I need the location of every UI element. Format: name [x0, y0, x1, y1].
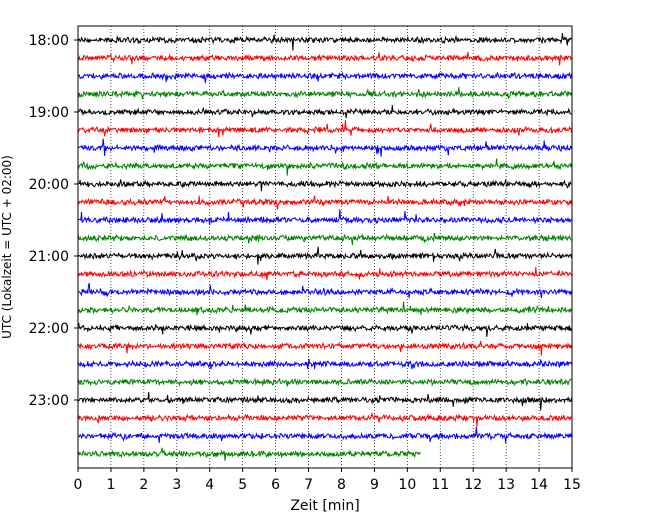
- trace-1900: [77, 105, 572, 119]
- trace-1915: [77, 120, 572, 138]
- x-axis-label: Zeit [min]: [290, 498, 359, 514]
- x-tick-label: 13: [497, 477, 515, 493]
- y-tick-label: 23:00: [29, 393, 69, 409]
- plot-area: [78, 26, 572, 468]
- y-tick-label: 21:00: [29, 249, 69, 265]
- trace-1845: [77, 87, 572, 100]
- plot-frame: [77, 25, 573, 469]
- trace-1830: [77, 71, 572, 84]
- trace-1930: [77, 138, 572, 157]
- x-tick-label: 11: [431, 477, 449, 493]
- trace-2230: [77, 358, 572, 370]
- x-tick-label: 6: [271, 477, 280, 493]
- x-tick-label: 5: [238, 477, 247, 493]
- x-tick-label: 15: [563, 477, 581, 493]
- x-tick-label: 0: [74, 477, 83, 493]
- trace-2015: [77, 195, 572, 210]
- traces-group: [77, 32, 572, 461]
- trace-2245: [77, 377, 572, 387]
- x-tick-label: 1: [106, 477, 115, 493]
- x-tick-label: 14: [530, 477, 548, 493]
- x-tick-label: 10: [398, 477, 416, 493]
- trace-2345: [77, 447, 421, 461]
- trace-1815: [77, 51, 572, 66]
- y-tick-label: 22:00: [29, 321, 69, 337]
- trace-2000: [77, 179, 572, 192]
- x-tick-label: 7: [304, 477, 313, 493]
- x-tick-label: 3: [172, 477, 181, 493]
- x-tick-label: 4: [205, 477, 214, 493]
- trace-2030: [77, 209, 572, 226]
- trace-2100: [77, 246, 572, 265]
- trace-2145: [77, 301, 572, 316]
- trace-2045: [77, 232, 572, 246]
- x-tick-label: 2: [139, 477, 148, 493]
- y-axis: 18:00 19:00 20:00 21:00 22:00 23:00: [29, 33, 78, 409]
- y-axis-label: UTC (Lokalzeit = UTC + 02:00): [0, 155, 14, 339]
- y-tick-label: 18:00: [29, 33, 69, 49]
- y-tick-label: 20:00: [29, 177, 69, 193]
- trace-2215: [77, 340, 572, 356]
- y-tick-label: 19:00: [29, 105, 69, 121]
- x-tick-label: 9: [370, 477, 379, 493]
- trace-1800: [77, 32, 572, 51]
- trace-2130: [77, 282, 572, 299]
- x-tick-label: 12: [464, 477, 482, 493]
- trace-2330: [77, 426, 572, 444]
- trace-2115: [77, 266, 572, 281]
- trace-2200: [77, 322, 572, 337]
- trace-2300: [77, 392, 572, 411]
- x-tick-label: 8: [337, 477, 346, 493]
- trace-1945: [77, 158, 572, 176]
- trace-2315: [77, 411, 572, 427]
- x-axis: 0 1 2 3 4 5 6 7 8 9 10 11 12 13 14 15: [74, 468, 581, 493]
